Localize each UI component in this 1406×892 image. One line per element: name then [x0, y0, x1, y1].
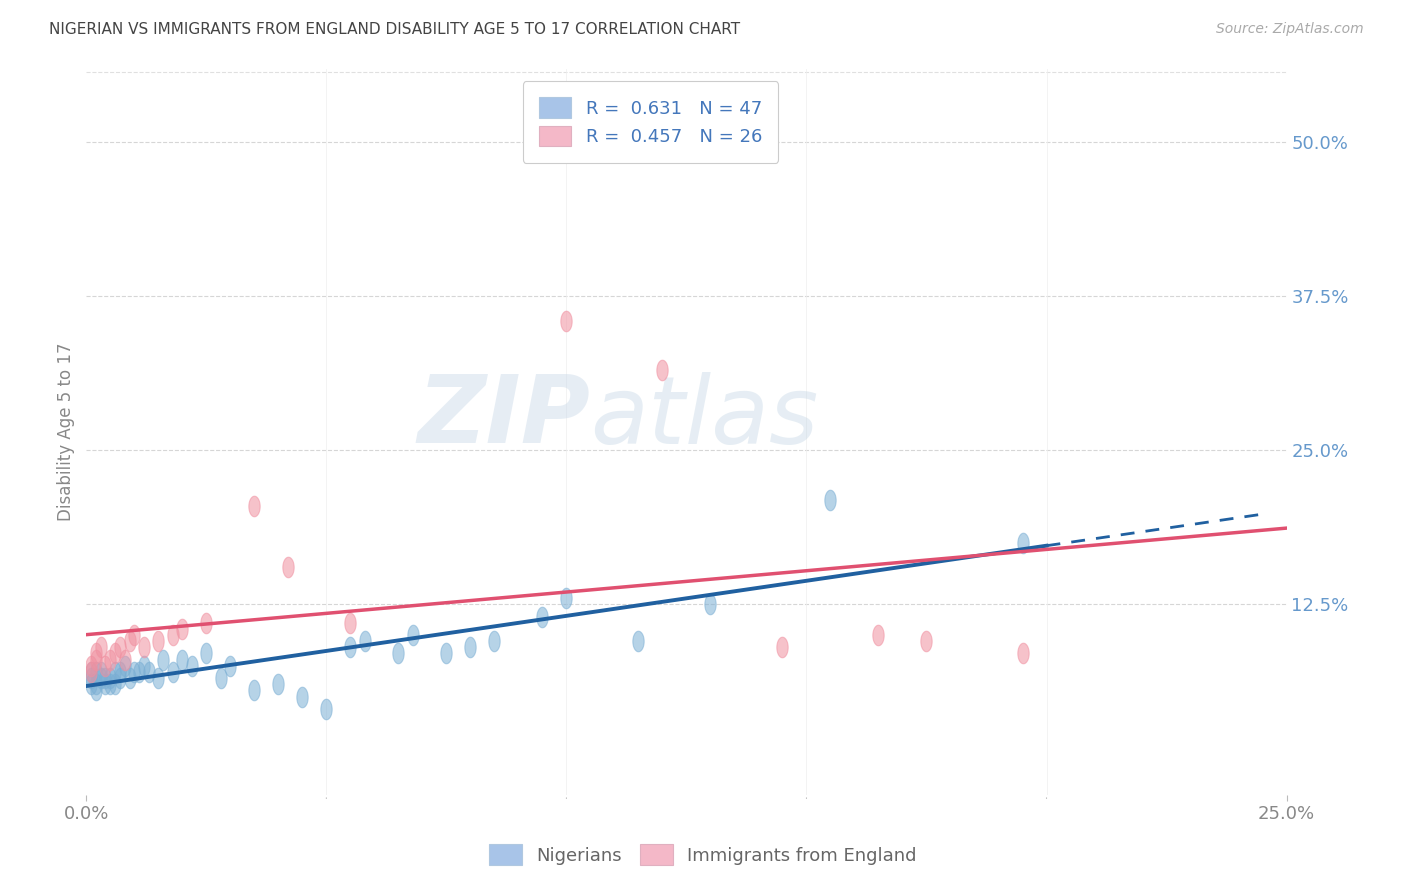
Point	[339, 640, 361, 655]
Point	[172, 622, 194, 636]
Point	[291, 690, 314, 704]
Point	[94, 671, 117, 685]
Point	[118, 634, 141, 648]
Point	[772, 640, 794, 655]
Point	[162, 628, 184, 642]
Point	[162, 665, 184, 679]
Point	[555, 314, 578, 328]
Point	[114, 652, 136, 666]
Point	[531, 609, 554, 624]
Point	[138, 665, 160, 679]
Point	[172, 652, 194, 666]
Point	[132, 658, 155, 673]
Point	[80, 665, 103, 679]
Point	[98, 677, 121, 691]
Point	[104, 665, 127, 679]
Text: NIGERIAN VS IMMIGRANTS FROM ENGLAND DISABILITY AGE 5 TO 17 CORRELATION CHART: NIGERIAN VS IMMIGRANTS FROM ENGLAND DISA…	[49, 22, 741, 37]
Point	[180, 658, 202, 673]
Point	[94, 658, 117, 673]
Point	[80, 658, 103, 673]
Y-axis label: Disability Age 5 to 17: Disability Age 5 to 17	[58, 343, 75, 521]
Point	[128, 665, 150, 679]
Point	[555, 591, 578, 605]
Point	[90, 665, 112, 679]
Point	[114, 658, 136, 673]
Point	[820, 492, 842, 507]
Point	[80, 677, 103, 691]
Point	[104, 647, 127, 661]
Point	[118, 671, 141, 685]
Point	[108, 640, 131, 655]
Point	[915, 634, 938, 648]
Point	[84, 683, 107, 698]
Point	[627, 634, 650, 648]
Point	[84, 677, 107, 691]
Point	[219, 658, 242, 673]
Legend: R =  0.631   N = 47, R =  0.457   N = 26: R = 0.631 N = 47, R = 0.457 N = 26	[523, 81, 779, 162]
Point	[339, 615, 361, 630]
Text: Source: ZipAtlas.com: Source: ZipAtlas.com	[1216, 22, 1364, 37]
Point	[148, 634, 170, 648]
Point	[195, 615, 218, 630]
Point	[84, 652, 107, 666]
Point	[90, 640, 112, 655]
Text: ZIP: ZIP	[418, 371, 591, 463]
Point	[277, 560, 299, 574]
Legend: Nigerians, Immigrants from England: Nigerians, Immigrants from England	[481, 835, 925, 874]
Point	[124, 665, 146, 679]
Point	[353, 634, 375, 648]
Point	[195, 647, 218, 661]
Point	[387, 647, 409, 661]
Point	[108, 665, 131, 679]
Point	[315, 702, 337, 716]
Point	[152, 652, 174, 666]
Point	[108, 671, 131, 685]
Point	[460, 640, 482, 655]
Point	[209, 671, 232, 685]
Point	[104, 677, 127, 691]
Point	[1011, 535, 1033, 549]
Point	[84, 647, 107, 661]
Point	[267, 677, 290, 691]
Point	[148, 671, 170, 685]
Text: atlas: atlas	[591, 372, 818, 463]
Point	[699, 597, 721, 611]
Point	[868, 628, 890, 642]
Point	[98, 652, 121, 666]
Point	[243, 683, 266, 698]
Point	[434, 647, 457, 661]
Point	[124, 628, 146, 642]
Point	[94, 677, 117, 691]
Point	[243, 499, 266, 513]
Point	[402, 628, 425, 642]
Point	[80, 671, 103, 685]
Point	[651, 363, 673, 377]
Point	[132, 640, 155, 655]
Point	[1011, 647, 1033, 661]
Point	[80, 665, 103, 679]
Point	[98, 671, 121, 685]
Point	[484, 634, 506, 648]
Point	[84, 665, 107, 679]
Point	[90, 671, 112, 685]
